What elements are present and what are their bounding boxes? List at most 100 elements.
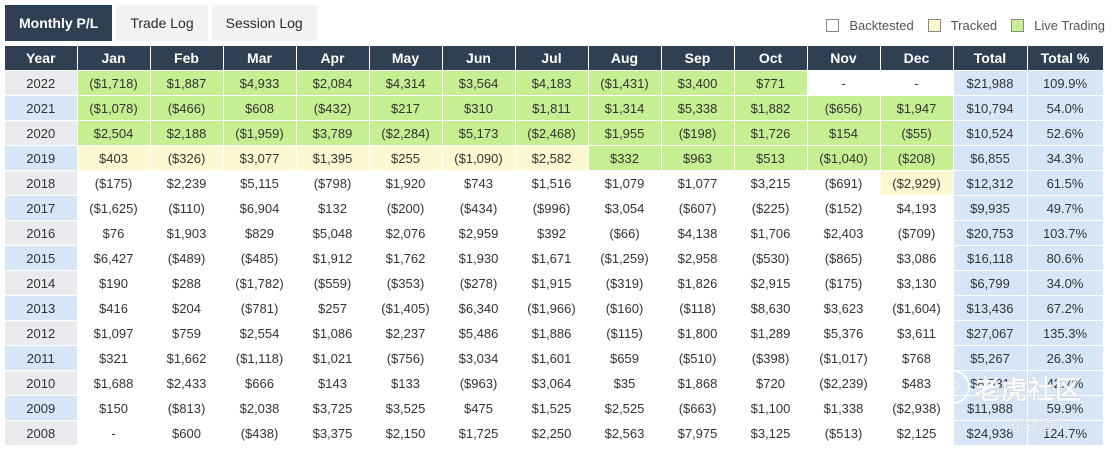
month-cell: ($152) (807, 195, 881, 221)
year-cell: 2008 (5, 420, 78, 445)
legend: Backtested Tracked Live Trading (812, 16, 1105, 34)
month-cell: $1,086 (296, 320, 370, 346)
month-cell: $1,338 (807, 395, 881, 421)
month-cell: $771 (734, 70, 808, 96)
total-cell: $11,988 (953, 395, 1028, 421)
tab-trade-log[interactable]: Trade Log (116, 5, 208, 41)
month-cell: $1,688 (77, 370, 151, 396)
month-cell: $4,183 (515, 70, 589, 96)
total-cell: $13,436 (953, 295, 1028, 321)
column-header: Dec (880, 46, 954, 71)
table-row: 2009 $150 ($813) $2,038 $3,725 $3,525 $475 $1,5… (5, 395, 1104, 421)
month-cell: $1,800 (661, 320, 735, 346)
tab-monthly-pl[interactable]: Monthly P/L (5, 5, 113, 41)
total-percent-cell: 42.7% (1027, 370, 1104, 396)
month-cell: $4,193 (880, 195, 954, 221)
month-cell: - (880, 70, 954, 96)
month-cell: $743 (442, 170, 516, 196)
month-cell: ($2,929) (880, 170, 954, 196)
month-cell: $4,138 (661, 220, 735, 246)
month-cell: $2,150 (369, 420, 443, 445)
month-cell: $204 (150, 295, 224, 321)
legend-live-trading: Live Trading (1011, 18, 1105, 33)
month-cell: $257 (296, 295, 370, 321)
month-cell: $1,289 (734, 320, 808, 346)
table-row: 2022 ($1,718) $1,887 $4,933 $2,084 $4,314 $3,5… (5, 70, 1104, 96)
legend-label: Backtested (849, 17, 914, 33)
month-cell: - (807, 70, 881, 96)
table-row: 2014 $190 $288 ($1,782) ($559) ($353) ($278) $1… (5, 270, 1104, 296)
month-cell: $1,021 (296, 345, 370, 371)
month-cell: $288 (150, 270, 224, 296)
table-row: 2018 ($175) $2,239 $5,115 ($798) $1,920 $743 $1… (5, 170, 1104, 196)
swatch-tracked (927, 18, 941, 32)
month-cell: $392 (515, 220, 589, 246)
month-cell: $1,868 (661, 370, 735, 396)
month-cell: ($1,017) (807, 345, 881, 371)
month-cell: $3,215 (734, 170, 808, 196)
swatch-backtested (826, 18, 840, 32)
month-cell: $321 (77, 345, 151, 371)
month-cell: $963 (661, 145, 735, 171)
tab-session-log[interactable]: Session Log (211, 5, 317, 41)
total-cell: $12,312 (953, 170, 1028, 196)
legend-label: Live Trading (1034, 17, 1105, 33)
month-cell: $3,130 (880, 270, 954, 296)
total-percent-cell: 61.5% (1027, 170, 1104, 196)
month-cell: ($656) (807, 95, 881, 121)
total-percent-cell: 135.3% (1027, 320, 1104, 346)
month-cell: $403 (77, 145, 151, 171)
month-cell: ($559) (296, 270, 370, 296)
table-row: 2011 $321 $1,662 ($1,118) $1,021 ($756) $3,034… (5, 345, 1104, 371)
month-cell: $483 (880, 370, 954, 396)
year-cell: 2009 (5, 395, 78, 421)
column-header: Mar (223, 46, 297, 71)
table-row: 2012 $1,097 $759 $2,554 $1,086 $2,237 $5,486 $1… (5, 320, 1104, 346)
month-cell: ($513) (807, 420, 881, 445)
total-cell: $6,799 (953, 270, 1028, 296)
table-row: 2010 $1,688 $2,433 $666 $143 $133 ($963) $3,064… (5, 370, 1104, 396)
total-percent-cell: 59.9% (1027, 395, 1104, 421)
month-cell: ($1,405) (369, 295, 443, 321)
month-cell: $35 (588, 370, 662, 396)
month-cell: ($1,782) (223, 270, 297, 296)
month-cell: $2,038 (223, 395, 297, 421)
month-cell: ($160) (588, 295, 662, 321)
month-cell: $608 (223, 95, 297, 121)
month-cell: $133 (369, 370, 443, 396)
column-header: Year (5, 46, 78, 71)
month-cell: ($326) (150, 145, 224, 171)
month-cell: ($1,718) (77, 70, 151, 96)
month-cell: $1,920 (369, 170, 443, 196)
total-cell: $21,988 (953, 70, 1028, 96)
month-cell: $217 (369, 95, 443, 121)
month-cell: $1,811 (515, 95, 589, 121)
month-cell: ($175) (807, 270, 881, 296)
month-cell: ($607) (661, 195, 735, 221)
month-cell: $768 (880, 345, 954, 371)
month-cell: $1,762 (369, 245, 443, 271)
month-cell: $659 (588, 345, 662, 371)
month-cell: $1,100 (734, 395, 808, 421)
month-cell: $1,395 (296, 145, 370, 171)
month-cell: $666 (223, 370, 297, 396)
table-row: 2013 $416 $204 ($781) $257 ($1,405) $6,340 ($1,… (5, 295, 1104, 321)
month-cell: $1,886 (515, 320, 589, 346)
month-cell: ($1,259) (588, 245, 662, 271)
month-cell: $3,611 (880, 320, 954, 346)
month-cell: $3,789 (296, 120, 370, 146)
table-body: 2022 ($1,718) $1,887 $4,933 $2,084 $4,314 $3,5… (5, 70, 1104, 445)
total-percent-cell: 34.0% (1027, 270, 1104, 296)
month-cell: $2,403 (807, 220, 881, 246)
total-percent-cell: 52.6% (1027, 120, 1104, 146)
month-cell: $2,084 (296, 70, 370, 96)
month-cell: ($1,604) (880, 295, 954, 321)
table-row: 2020 $2,504 $2,188 ($1,959) $3,789 ($2,284) $5… (5, 120, 1104, 146)
month-cell: ($781) (223, 295, 297, 321)
table-header-row: Year Jan Feb Mar Apr May Jun Jul Aug Sep Oct Nov Dec… (5, 46, 1104, 71)
month-cell: $1,525 (515, 395, 589, 421)
month-cell: ($438) (223, 420, 297, 445)
month-cell: $1,915 (515, 270, 589, 296)
column-header: Oct (734, 46, 808, 71)
total-cell: $20,753 (953, 220, 1028, 246)
